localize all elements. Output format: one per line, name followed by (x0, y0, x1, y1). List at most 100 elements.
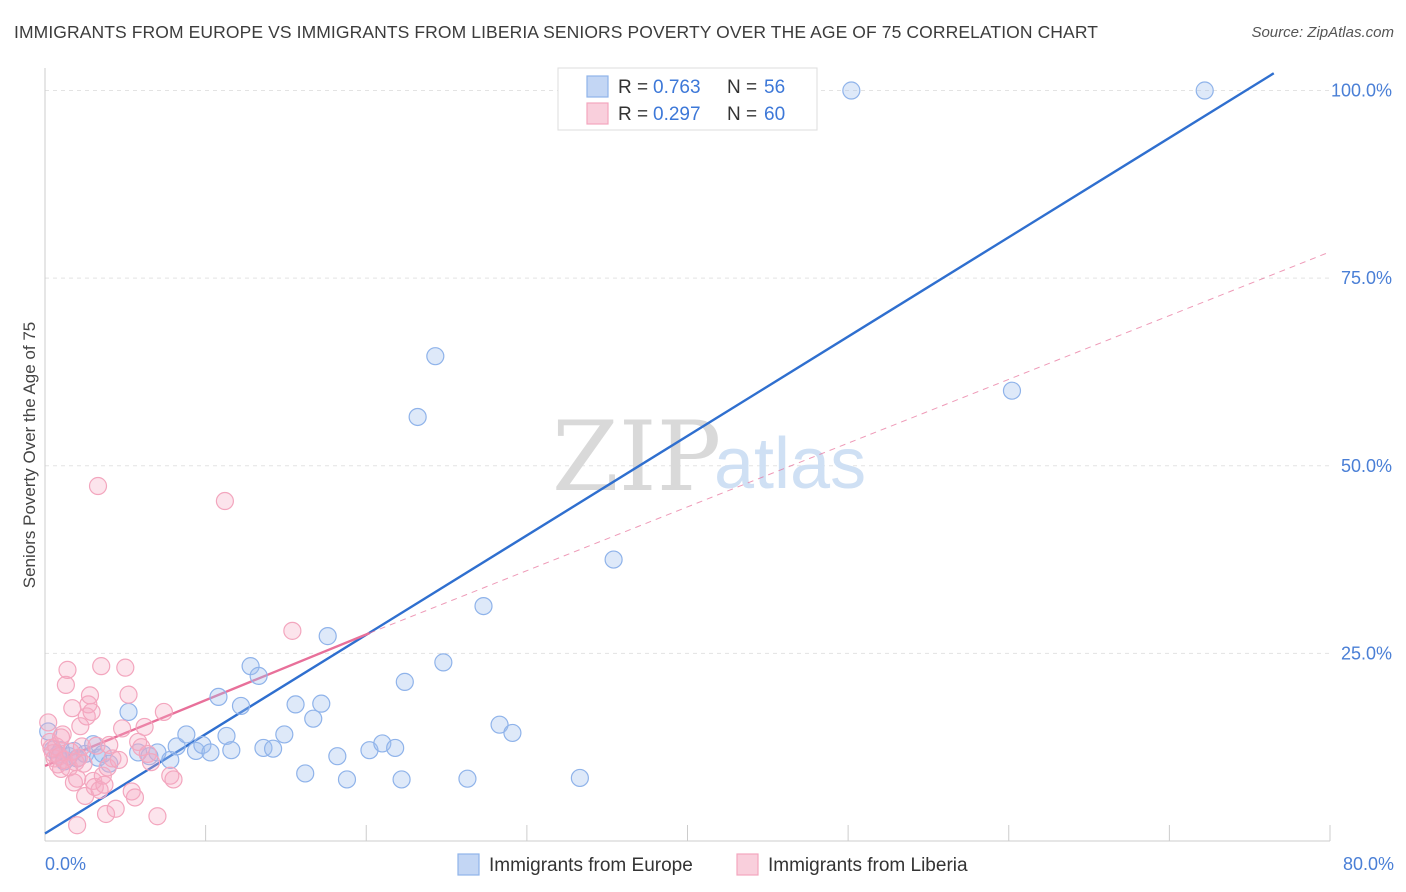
europe-point (458, 769, 477, 788)
europe-point (318, 627, 337, 646)
europe-point (263, 739, 283, 758)
watermark-atlas: atlas (714, 424, 866, 504)
europe-point (474, 596, 493, 616)
liberia-point (129, 732, 148, 752)
legend-n-label-liberia: N = (727, 104, 757, 125)
liberia-point (74, 754, 93, 773)
europe-point (386, 738, 405, 758)
europe-point (842, 81, 861, 100)
x-tick-label-min: 0.0% (45, 854, 86, 874)
liberia-point (135, 717, 154, 737)
europe-point (217, 726, 236, 746)
europe-point (222, 741, 241, 760)
europe-point (249, 666, 268, 685)
liberia-point (71, 717, 90, 736)
europe-point (1195, 81, 1214, 100)
europe-point (503, 723, 522, 743)
liberia-point (56, 675, 75, 694)
y-tick-label: 50.0% (1341, 456, 1392, 476)
liberia-point (39, 713, 58, 732)
liberia-point (80, 686, 100, 705)
liberia-point (82, 702, 101, 722)
europe-point (119, 702, 138, 722)
europe-point (296, 764, 315, 783)
europe-point (304, 709, 323, 728)
chart-title: IMMIGRANTS FROM EUROPE VS IMMIGRANTS FRO… (14, 22, 1099, 42)
liberia-trend-extension (369, 251, 1331, 634)
axes-layer (44, 68, 1331, 842)
legend-r-label-liberia: R = (618, 104, 648, 125)
europe-point (286, 695, 305, 714)
liberia-point (215, 491, 234, 511)
liberia-point (164, 770, 183, 789)
labels-layer: 25.0% 50.0% 75.0% 100.0% 0.0% 80.0% (45, 81, 1394, 874)
liberia-point (116, 658, 135, 677)
source-label: Source: ZipAtlas.com (1251, 24, 1394, 41)
bottom-legend-swatch-liberia (736, 853, 759, 876)
liberia-point (84, 771, 103, 791)
legend-n-value-europe: 56 (764, 77, 785, 98)
liberia-point (112, 719, 132, 738)
liberia-point (90, 780, 109, 800)
liberia-point (51, 728, 71, 747)
points-layer (39, 81, 1214, 835)
bottom-legend-label-liberia: Immigrants from Liberia (768, 855, 968, 876)
liberia-point (96, 804, 116, 824)
europe-point (231, 696, 251, 716)
liberia-point (87, 736, 106, 755)
x-tick-label-max: 80.0% (1343, 854, 1394, 874)
liberia-point (100, 735, 119, 755)
legend-swatch-europe (586, 75, 609, 98)
y-tick-label: 25.0% (1341, 643, 1392, 663)
grid-layer (45, 90, 1330, 654)
europe-point (1002, 381, 1022, 400)
liberia-point (103, 749, 122, 768)
watermark-zip: ZIP (552, 401, 721, 513)
europe-point (604, 550, 623, 569)
liberia-point (95, 775, 114, 794)
legend-bottom: Immigrants from Europe Immigrants from L… (457, 853, 968, 876)
europe-point (570, 768, 589, 788)
liberia-point (132, 738, 151, 757)
legend-n-label-europe: N = (727, 77, 757, 98)
legend-r-value-europe: 0.763 (653, 77, 701, 98)
liberia-point (92, 657, 111, 676)
legend-swatch-liberia (586, 102, 609, 125)
legend-r-value-liberia: 0.297 (653, 104, 701, 125)
europe-point (201, 743, 220, 762)
liberia-point (141, 753, 161, 772)
liberia-point (58, 660, 77, 679)
liberia-point (109, 750, 128, 770)
europe-point (167, 737, 186, 756)
liberia-point (119, 685, 138, 704)
liberia-point (154, 702, 173, 722)
legend-top: R = 0.763 N = 56 R = 0.297 N = 60 (557, 67, 818, 131)
bottom-legend-swatch-europe (457, 853, 480, 876)
legend-n-value-liberia: 60 (764, 104, 785, 125)
liberia-point (148, 807, 167, 826)
europe-point (337, 770, 357, 789)
europe-point (490, 715, 509, 734)
europe-point (275, 725, 294, 744)
bottom-legend-label-europe: Immigrants from Europe (489, 855, 693, 876)
europe-point (434, 653, 453, 672)
europe-point (177, 725, 196, 744)
europe-trend-line (44, 72, 1275, 835)
liberia-point (283, 621, 302, 640)
liberia-point (125, 788, 145, 807)
europe-point (392, 770, 411, 789)
watermark: ZIP atlas (552, 401, 866, 513)
legend-r-label-europe: R = (618, 77, 648, 98)
liberia-point (53, 725, 72, 744)
europe-point (328, 747, 347, 766)
liberia-point (88, 476, 108, 496)
liberia-trend-line (44, 632, 370, 768)
europe-point (209, 687, 228, 707)
europe-point (426, 347, 445, 366)
y-tick-label: 75.0% (1341, 268, 1392, 288)
y-tick-label: 100.0% (1331, 81, 1392, 101)
europe-point (312, 694, 331, 713)
liberia-point (106, 799, 125, 818)
europe-point (254, 738, 273, 758)
